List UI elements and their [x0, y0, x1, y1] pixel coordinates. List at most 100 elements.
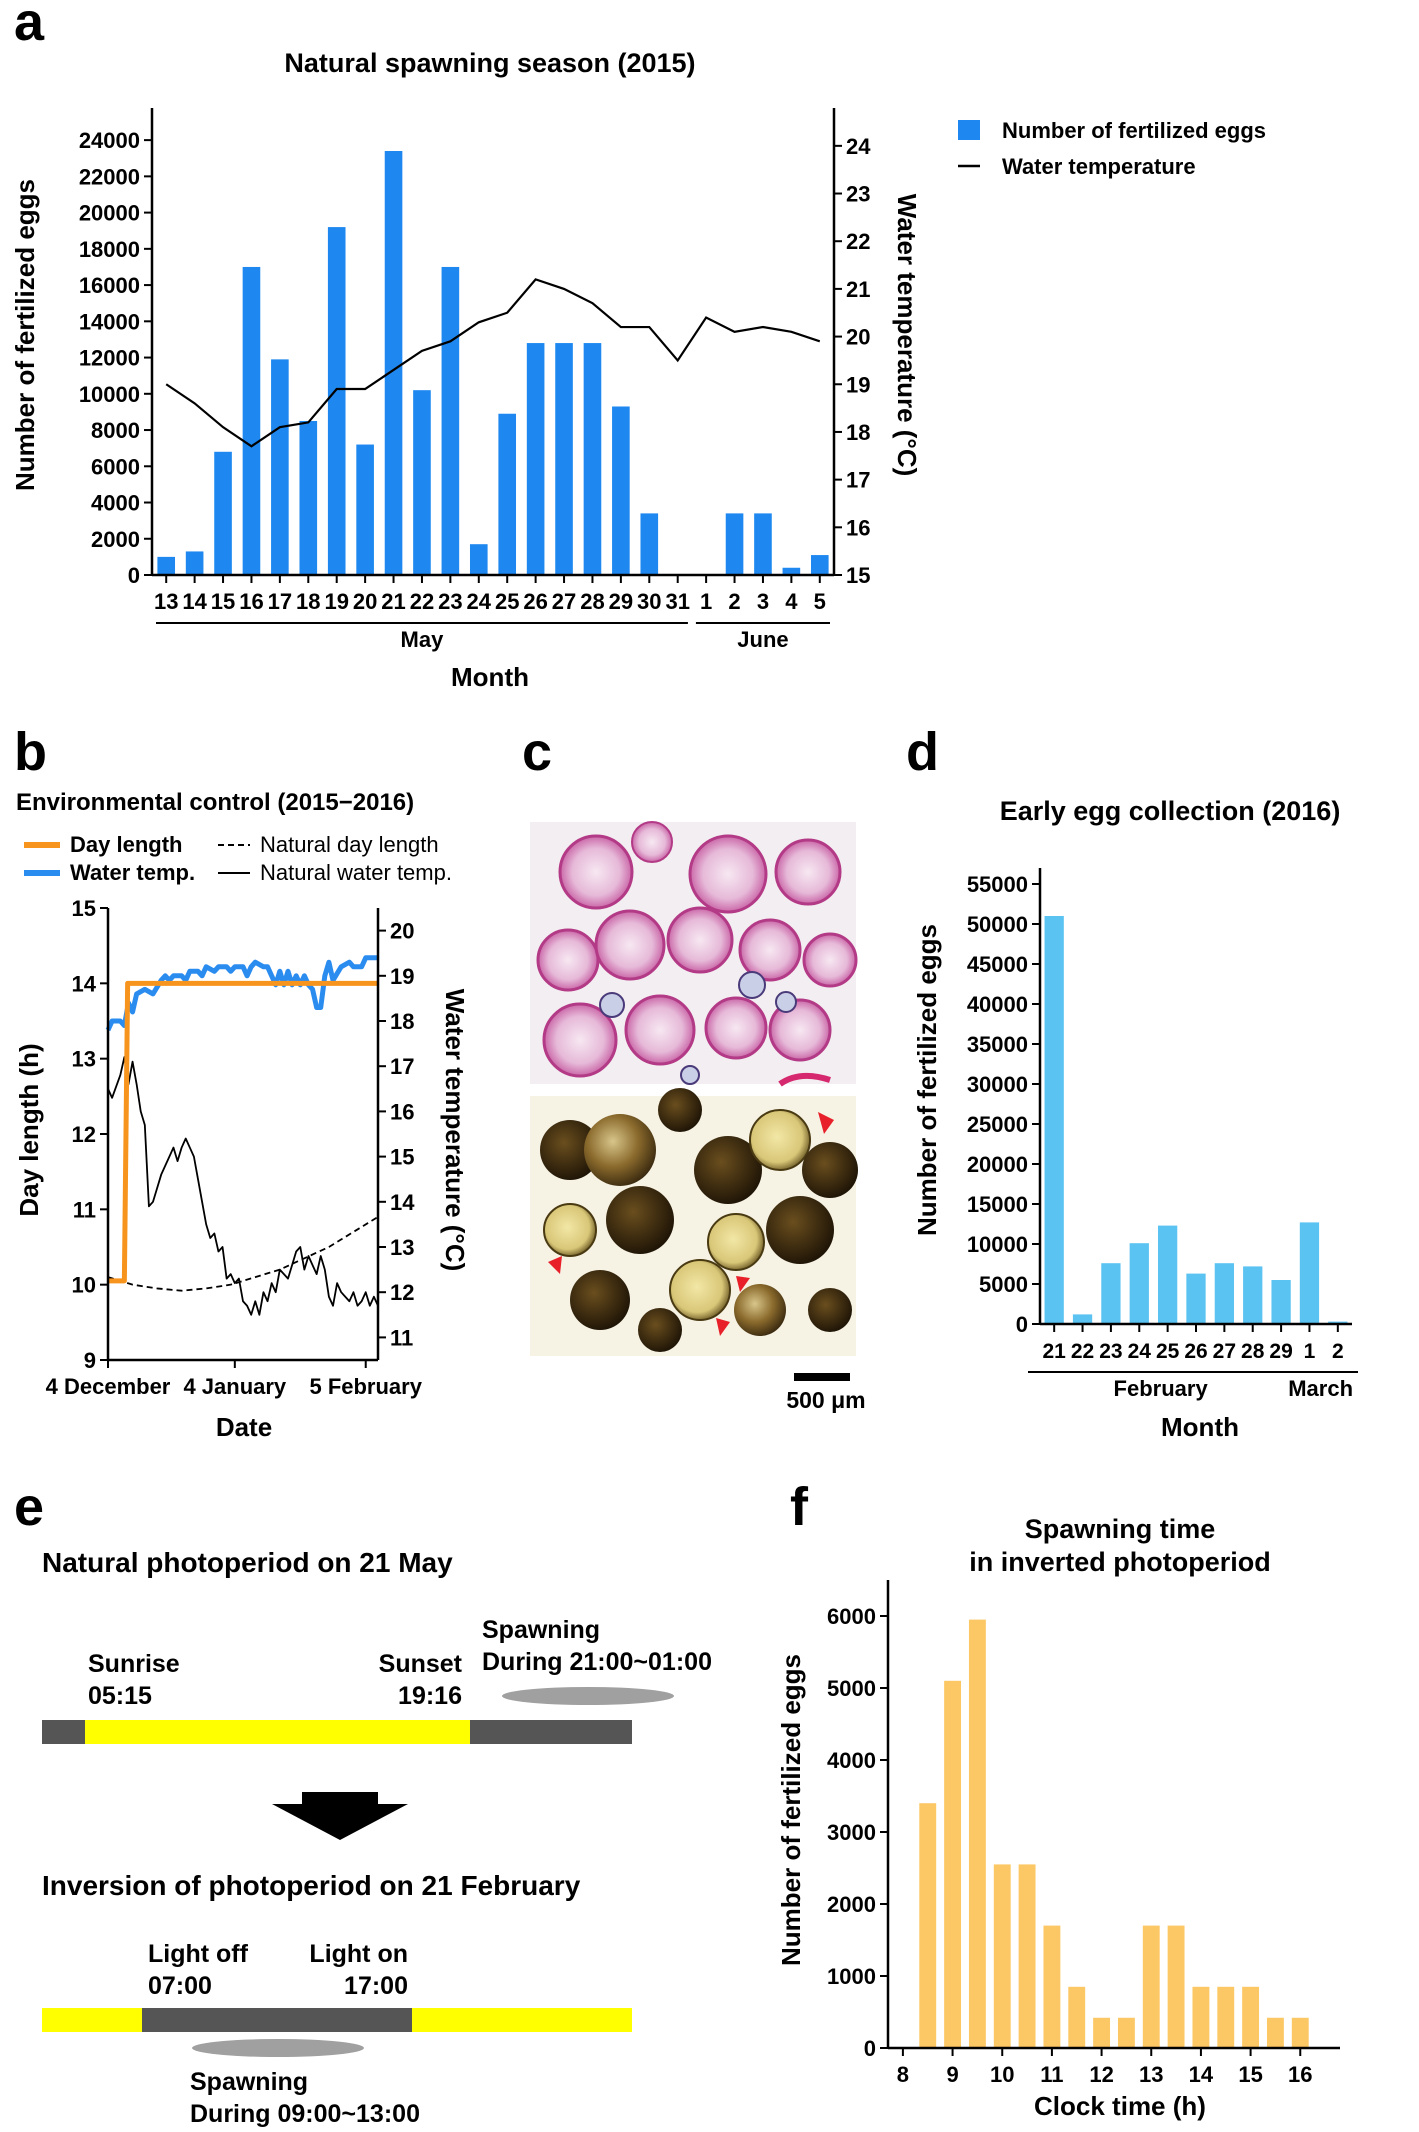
chart-d-xtick-label: 26	[1184, 1340, 1207, 1363]
chart-d-title: Early egg collection (2016)	[1000, 796, 1341, 826]
chart-f-ytick-label: 5000	[827, 1676, 876, 1701]
chart-b-xtick-label: 4 January	[183, 1374, 286, 1399]
chart-a-y2tick-label: 20	[846, 325, 870, 350]
inverted-light-bar-left	[42, 2008, 142, 2032]
chart-b-ytick-label: 12	[72, 1122, 96, 1147]
chart-a-bar	[185, 551, 204, 575]
chart-d-xtick-label: 25	[1156, 1340, 1180, 1363]
chart-a-y2tick-label: 21	[846, 277, 870, 302]
chart-a-xtick-label: 5	[814, 589, 826, 614]
chart-b-ytick-label: 13	[72, 1047, 96, 1072]
chart-f-bar	[944, 1680, 962, 2048]
chart-a-bar	[441, 266, 460, 575]
chart-d-ytick-label: 0	[1016, 1312, 1028, 1337]
panel-label-d: d	[906, 722, 939, 782]
chart-a-bar	[612, 406, 630, 575]
chart-a-ytick-label: 0	[128, 563, 140, 588]
chart-d-ytick-label: 25000	[967, 1112, 1028, 1137]
chart-a-xtick-label: 27	[552, 589, 576, 614]
panel-label-e: e	[14, 1477, 44, 1537]
chart-d-xtick-label: 23	[1099, 1340, 1122, 1363]
chart-f-xtick-label: 16	[1288, 2062, 1312, 2087]
chart-a-bar	[810, 555, 829, 575]
chart-f-xtick-label: 15	[1238, 2062, 1262, 2087]
spawning-inverted-ellipse	[192, 2039, 364, 2057]
chart-a-bar	[157, 556, 176, 575]
chart-a-month-label: May	[401, 627, 445, 652]
chart-d-month-label: February	[1114, 1376, 1209, 1401]
chart-a-xtick-label: 20	[353, 589, 377, 614]
chart-a-y2label: Water temperature (°C)	[892, 194, 922, 476]
chart-a-y2tick-label: 24	[846, 134, 871, 159]
down-arrow-icon	[272, 1792, 408, 1840]
chart-d-xtick-label: 2	[1332, 1340, 1344, 1363]
light-on-label: Light on	[309, 1940, 408, 1968]
red-arrow-icon	[818, 1112, 834, 1134]
chart-a-bar	[725, 513, 744, 575]
spawning-inverted-time: During 09:00~13:00	[190, 2100, 420, 2128]
chart-d-xtick-label: 1	[1304, 1340, 1316, 1363]
panel-e-photoperiod-diagram: Natural photoperiod on 21 May Sunrise 05…	[42, 1547, 712, 2128]
chart-f-xtick-label: 8	[897, 2062, 909, 2087]
chart-b-ylabel: Day length (h)	[14, 1043, 44, 1216]
red-arrow-icon	[716, 1318, 730, 1336]
chart-d-bar	[1044, 916, 1064, 1324]
chart-d-ytick-label: 30000	[967, 1072, 1028, 1097]
chart-d-bar	[1214, 1263, 1235, 1324]
chart-f-bar	[1142, 1925, 1160, 2048]
chart-a-xtick-label: 23	[438, 589, 462, 614]
chart-d-ytick-label: 45000	[967, 952, 1028, 977]
inverted-light-bar-right	[412, 2008, 632, 2032]
chart-f-title-line2: in inverted photoperiod	[969, 1547, 1271, 1577]
chart-a-xtick-label: 15	[211, 589, 235, 614]
chart-f-ytick-label: 4000	[827, 1748, 876, 1773]
chart-a-bar	[782, 567, 801, 575]
chart-f-bar	[1242, 1986, 1260, 2048]
chart-a-bar	[384, 150, 403, 575]
chart-b-legend-natwater: Natural water temp.	[260, 860, 452, 885]
chart-a: Natural spawning season (2015) 0 2000 4000…	[10, 48, 1266, 692]
chart-f-ytick-label: 3000	[827, 1820, 876, 1845]
chart-d-ytick-label: 20000	[967, 1152, 1028, 1177]
chart-f-bar	[1192, 1986, 1210, 2048]
chart-a-xtick-label: 13	[154, 589, 178, 614]
chart-f-bar	[1217, 1986, 1235, 2048]
chart-a-ytick-label: 2000	[91, 527, 140, 552]
chart-b-y2tick-label: 11	[390, 1325, 413, 1350]
chart-a-xtick-label: 18	[296, 589, 320, 614]
chart-b-y2tick-label: 17	[390, 1054, 414, 1079]
panel-label-f: f	[790, 1477, 809, 1537]
chart-d-ytick-label: 55000	[967, 872, 1028, 897]
red-arrow-icon	[548, 1256, 562, 1274]
chart-b-ytick-label: 11	[73, 1197, 96, 1222]
chart-b-y2tick-label: 12	[390, 1280, 414, 1305]
chart-f-bar	[1018, 1864, 1036, 2048]
chart-f-xlabel: Clock time (h)	[1034, 2091, 1206, 2121]
chart-d-bar	[1243, 1266, 1263, 1324]
chart-b-xtick-label: 4 December	[46, 1374, 171, 1399]
chart-f-ytick-label: 2000	[827, 1892, 876, 1917]
chart-a-title: Natural spawning season (2015)	[284, 48, 695, 78]
chart-b-ytick-label: 14	[72, 971, 97, 996]
light-on-time: 17:00	[344, 1972, 408, 2000]
sunset-time: 19:16	[398, 1682, 462, 1710]
chart-a-xtick-label: 14	[182, 589, 207, 614]
chart-b-y2tick-label: 19	[390, 964, 414, 989]
panel-c-micrographs: 500 μm	[530, 821, 866, 1413]
chart-f-ytick-label: 6000	[827, 1604, 876, 1629]
egg-photo	[530, 1088, 858, 1356]
chart-a-xtick-label: 17	[268, 589, 292, 614]
chart-a-bar	[356, 444, 374, 575]
chart-a-xtick-label: 22	[410, 589, 434, 614]
scale-bar-label: 500 μm	[786, 1387, 865, 1413]
chart-a-xtick-label: 3	[757, 589, 769, 614]
spawning-natural-ellipse	[502, 1687, 674, 1705]
chart-a-xtick-label: 31	[665, 589, 689, 614]
natural-day-bar	[85, 1720, 470, 1744]
inverted-dark-bar	[142, 2008, 412, 2032]
chart-d-bar	[1101, 1263, 1121, 1324]
spawning-natural-time: During 21:00~01:00	[482, 1648, 712, 1676]
light-off-label: Light off	[148, 1940, 249, 1968]
spawning-inverted-label: Spawning	[190, 2068, 308, 2096]
natural-night-bar	[42, 1720, 85, 1744]
